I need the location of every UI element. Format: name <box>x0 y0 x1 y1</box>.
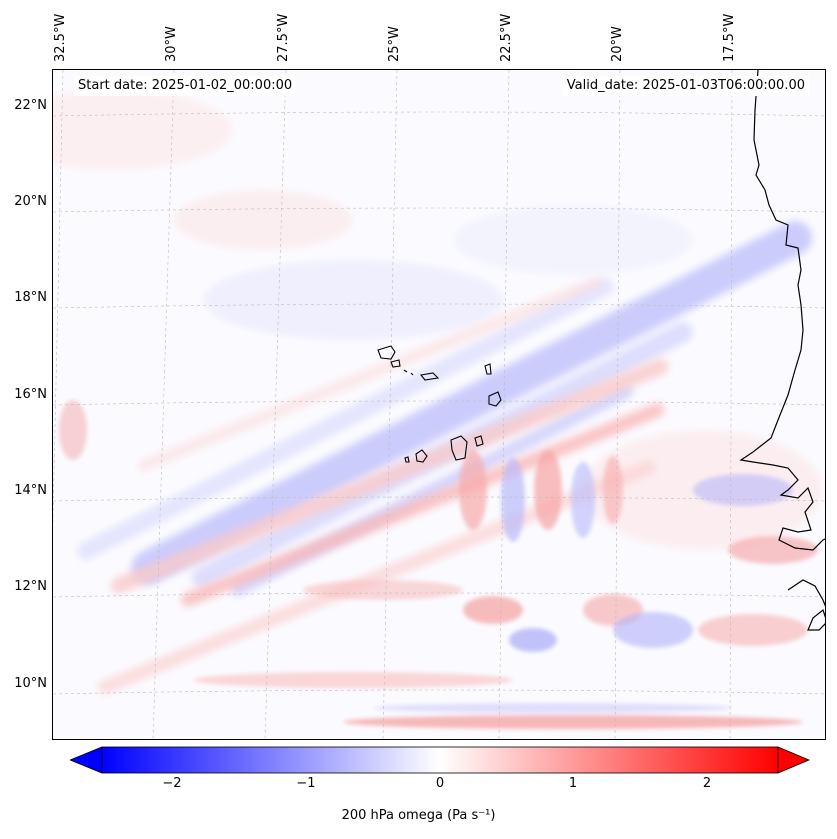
colorbar-tick: 1 <box>568 776 578 791</box>
lat-label-14n: 14°N <box>14 483 47 498</box>
lat-label-12n: 12°N <box>14 579 47 594</box>
colorbar-label: 200 hPa omega (Pa s⁻¹) <box>341 808 496 823</box>
lat-label-16n: 16°N <box>14 387 47 402</box>
valid-date-label: Valid_date: 2025-01-03T06:00:00.00 <box>562 76 809 96</box>
lon-label-20w: 20°W <box>610 26 625 62</box>
lat-label-20n: 20°N <box>14 194 47 209</box>
graticule <box>53 70 825 739</box>
colorbar-tick: 0 <box>435 776 445 791</box>
lat-label-10n: 10°N <box>14 676 47 691</box>
lat-label-22n: 22°N <box>14 98 47 113</box>
lon-label-30w: 30°W <box>164 26 179 62</box>
lon-label-22-5w: 22.5°W <box>499 13 514 62</box>
cape-verde-islands <box>377 345 502 463</box>
lat-label-18n: 18°N <box>14 290 47 305</box>
colorbar-extend-max <box>777 746 810 774</box>
omega-gravity-waves <box>59 400 818 729</box>
colorbar-tick: −2 <box>162 776 182 791</box>
colorbar-tick: −1 <box>296 776 316 791</box>
colorbar <box>70 746 810 774</box>
map-panel[interactable] <box>52 69 826 740</box>
lon-label-27-5w: 27.5°W <box>276 13 291 62</box>
lon-label-25w: 25°W <box>387 26 402 62</box>
colorbar-extend-min <box>70 746 103 774</box>
start-date-label: Start date: 2025-01-02_00:00:00 <box>74 76 297 96</box>
map-field <box>53 70 825 739</box>
omega-field-background <box>53 70 825 739</box>
colorbar-body <box>101 746 779 774</box>
lon-label-32-5w: 32.5°W <box>53 13 68 62</box>
coastline <box>739 70 825 631</box>
lon-label-17-5w: 17.5°W <box>722 13 737 62</box>
colorbar-tick: 2 <box>702 776 712 791</box>
